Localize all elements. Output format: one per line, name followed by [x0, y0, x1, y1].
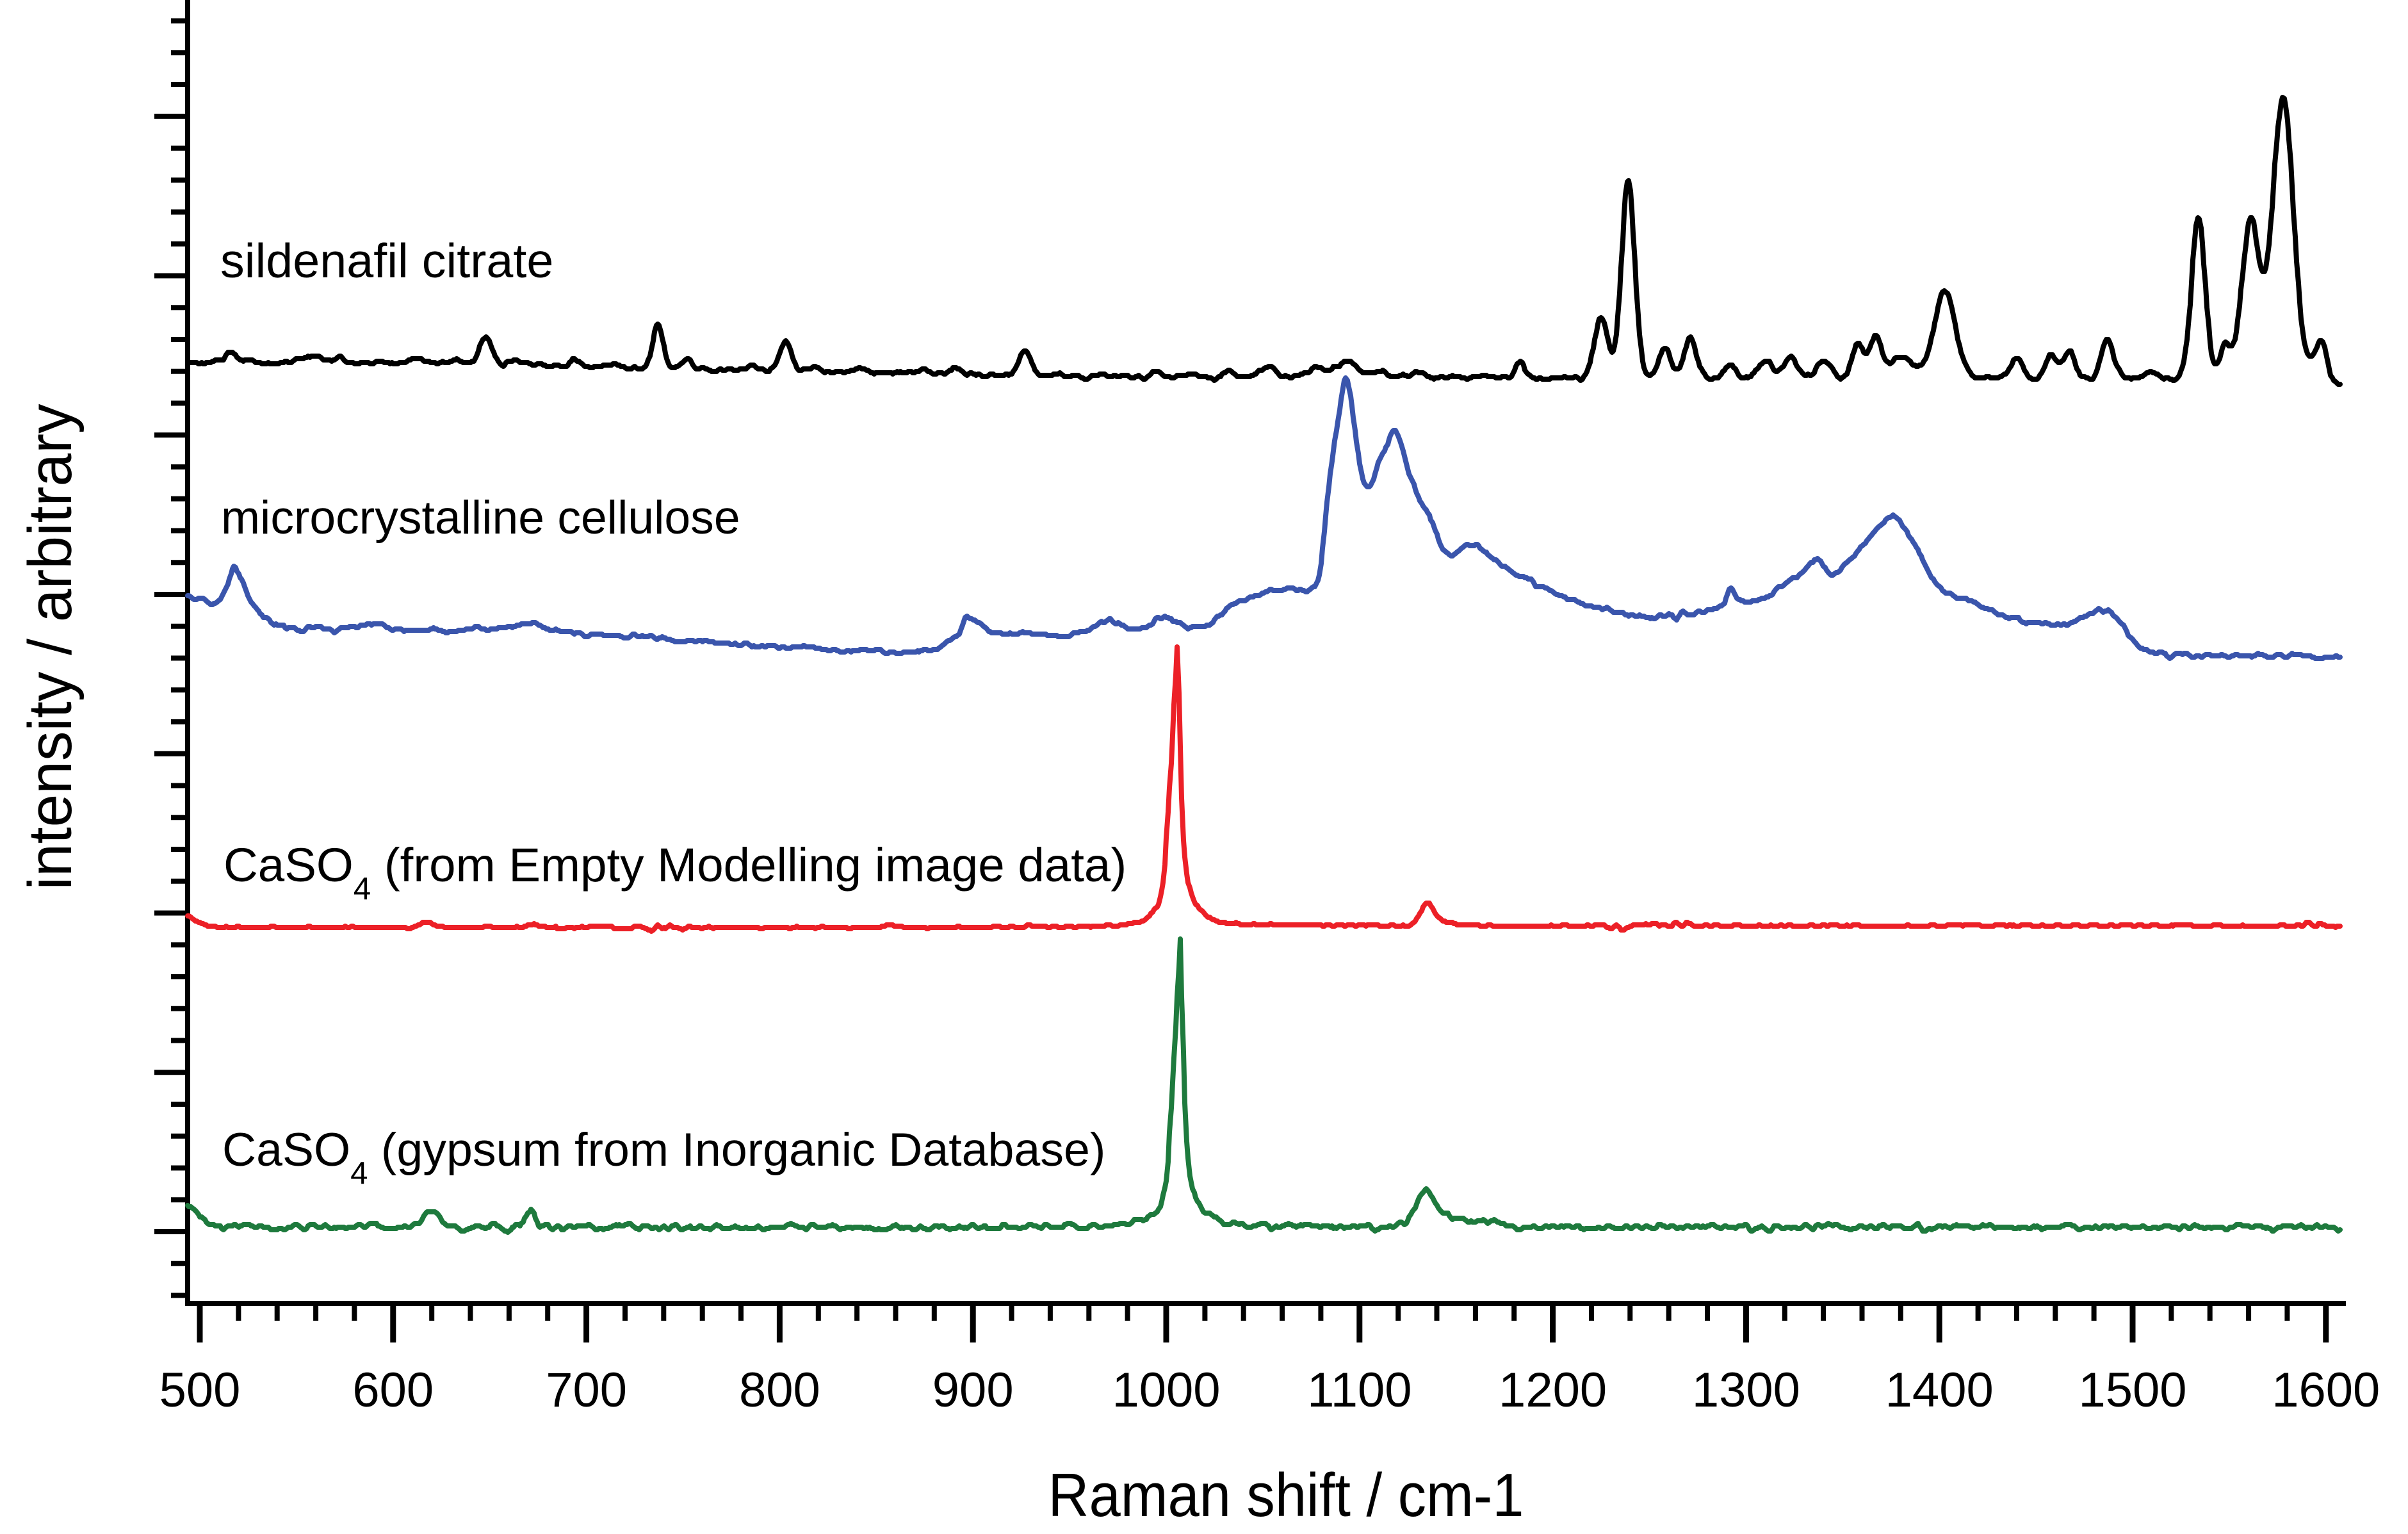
svg-text:1200: 1200	[1499, 1363, 1607, 1417]
svg-text:500: 500	[159, 1363, 241, 1417]
svg-text:700: 700	[546, 1363, 627, 1417]
svg-text:sildenafil citrate: sildenafil citrate	[220, 234, 553, 288]
svg-text:Raman shift / cm-1: Raman shift / cm-1	[1048, 1461, 1524, 1530]
svg-text:1400: 1400	[1885, 1363, 1994, 1417]
svg-text:microcrystalline cellulose: microcrystalline cellulose	[221, 491, 740, 544]
svg-text:intensity / arbitrary: intensity / arbitrary	[16, 404, 85, 890]
svg-text:600: 600	[352, 1363, 434, 1417]
svg-text:1500: 1500	[2078, 1363, 2186, 1417]
svg-text:800: 800	[739, 1363, 820, 1417]
svg-text:1100: 1100	[1307, 1363, 1411, 1417]
svg-text:1000: 1000	[1112, 1363, 1220, 1417]
svg-text:1300: 1300	[1692, 1363, 1800, 1417]
svg-text:1600: 1600	[2272, 1363, 2380, 1417]
svg-text:900: 900	[932, 1363, 1014, 1417]
